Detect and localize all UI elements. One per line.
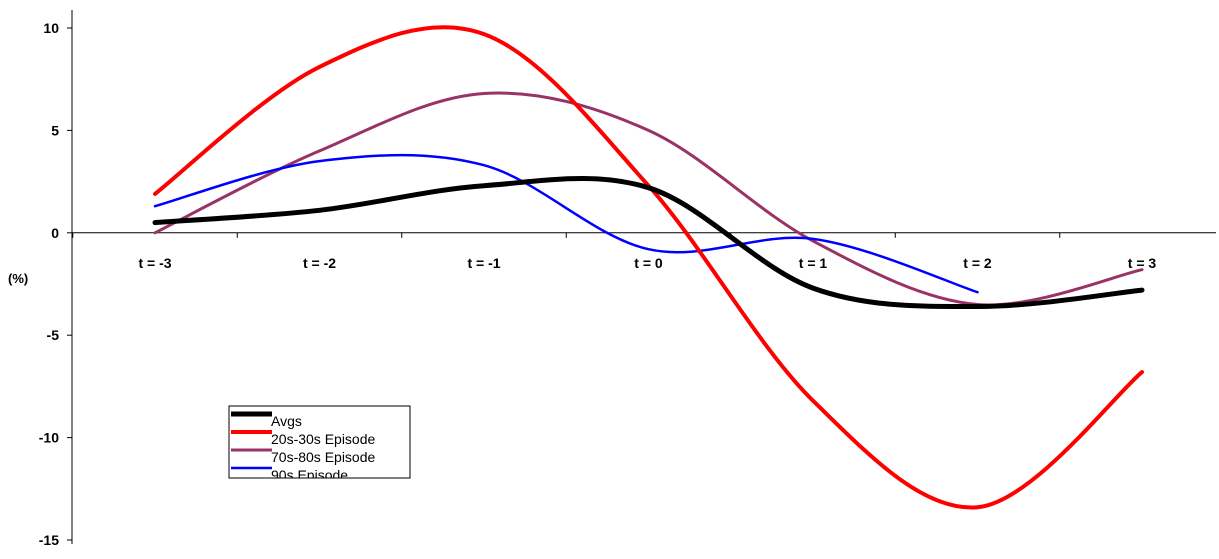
y-tick-label: 5 [51, 122, 59, 138]
legend-label-2: 70s-80s Episode [271, 449, 376, 465]
x-tick-label: t = -2 [303, 255, 336, 271]
legend-label-1: 20s-30s Episode [271, 431, 376, 447]
legend-label-0: Avgs [271, 413, 302, 429]
legend: Avgs 20s-30s Episode 70s-80s Episode 90s Ep… [228, 405, 411, 483]
x-tick-label: t = -1 [467, 255, 500, 271]
x-tick-label: t = 2 [963, 255, 992, 271]
x-tick-label: t = 3 [1128, 255, 1157, 271]
y-tick-label: -15 [39, 532, 59, 548]
series-line-3 [153, 153, 979, 294]
y-tick-label: 10 [43, 20, 59, 36]
y-axis-label: (%) [8, 271, 28, 286]
y-tick-label: -5 [47, 327, 60, 343]
y-tick-label: -10 [39, 430, 59, 446]
legend-box [228, 405, 411, 479]
x-tick-label: t = 0 [634, 255, 663, 271]
series-line-2 [153, 91, 1144, 307]
legend-label-3: 90s Episode [271, 467, 348, 483]
series-line-0 [152, 176, 1145, 310]
x-tick-label: t = 1 [799, 255, 828, 271]
x-tick-label: t = -3 [138, 255, 171, 271]
y-tick-label: 0 [51, 225, 59, 241]
